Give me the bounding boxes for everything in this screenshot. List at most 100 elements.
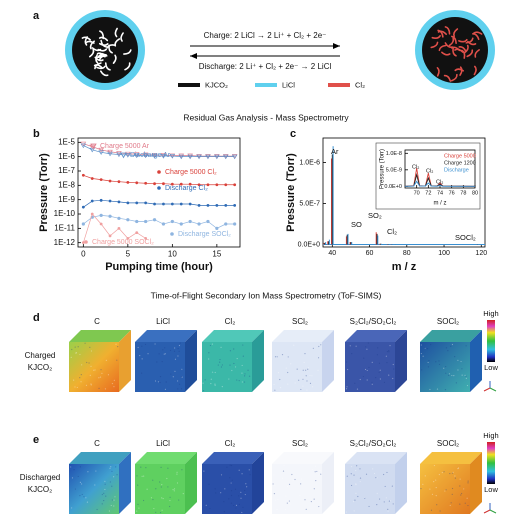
plot-frame — [77, 137, 241, 248]
cube-speckle — [310, 500, 312, 503]
data-point — [117, 226, 121, 230]
chart: 0.0E+0 5.0E-9 1.0E-8 70 72 74 76 78 80 m / z Press… — [380, 149, 478, 207]
cube-speckle — [387, 508, 389, 510]
cube-speckle — [293, 344, 295, 346]
cube-speckle — [173, 490, 175, 492]
data-point — [144, 236, 148, 240]
squiggle — [98, 36, 109, 42]
cube-speckle — [312, 386, 314, 388]
cube-speckle — [285, 367, 287, 369]
data-point — [170, 219, 174, 224]
cube-speckle — [345, 361, 348, 363]
cube-speckle — [223, 501, 225, 503]
cube-top — [272, 330, 334, 342]
cube-speckle — [172, 376, 174, 378]
series-line — [83, 215, 235, 229]
cube-speckle — [392, 377, 394, 380]
cube-speckle — [459, 485, 461, 487]
data-point — [81, 241, 85, 245]
cube-speckle — [304, 353, 306, 355]
cube-speckle — [86, 361, 88, 364]
x-tick-label: 40 — [328, 250, 336, 257]
cube-speckle — [178, 350, 180, 352]
cube-front — [135, 464, 185, 514]
axis-glyph — [483, 387, 491, 392]
cube-speckle — [420, 352, 422, 355]
cube-speckle — [164, 347, 166, 349]
cube-speckle — [220, 492, 222, 494]
cube-speckle — [172, 489, 174, 491]
cube-speckle — [359, 378, 361, 381]
cube-speckle — [236, 357, 238, 360]
cube-speckle — [71, 507, 73, 509]
cube-speckle — [422, 483, 424, 485]
cube-speckle — [235, 504, 238, 506]
data-point — [223, 154, 229, 159]
cube-speckle — [276, 508, 278, 511]
cube-speckle — [228, 378, 230, 380]
cube-speckle — [457, 468, 459, 470]
cube-speckle — [235, 507, 237, 509]
panel-label: e — [33, 434, 39, 446]
cube-speckle — [233, 348, 235, 350]
legend-swatch — [255, 83, 277, 87]
data-point — [126, 218, 130, 222]
cube-speckle — [288, 483, 291, 486]
squiggle — [91, 47, 102, 52]
cube-speckle — [287, 356, 289, 358]
cube-speckle — [141, 358, 143, 360]
cube-speckle — [459, 503, 461, 505]
cube-speckle — [161, 509, 163, 511]
cube-speckle — [160, 466, 162, 468]
column-header: Cl₂ — [225, 317, 236, 326]
cube-speckle — [365, 346, 367, 348]
cube-speckle — [85, 497, 87, 499]
cube-speckle — [115, 466, 117, 468]
cube-speckle — [454, 475, 456, 477]
cube-speckle — [177, 355, 179, 357]
cube-speckle — [365, 473, 368, 475]
cube-speckle — [73, 469, 75, 471]
data-point — [179, 222, 183, 226]
squiggle — [93, 64, 104, 69]
legend-marker — [170, 232, 174, 236]
cube-speckle — [74, 488, 77, 490]
cube-speckle — [314, 465, 317, 467]
y-tick-label: 5.0E-7 — [299, 200, 320, 207]
cube-speckle — [420, 344, 422, 346]
cube-speckle — [368, 505, 370, 508]
cube-speckle — [94, 484, 96, 486]
cube-speckle — [438, 360, 440, 362]
data-point — [188, 219, 192, 224]
cube-speckle — [95, 470, 97, 472]
y-tick-label: 1E-10 — [54, 209, 76, 218]
cube-speckle — [463, 488, 465, 490]
x-tick-label: 15 — [212, 249, 221, 258]
series-line — [404, 168, 476, 187]
cube-speckle — [461, 492, 463, 495]
cube-speckle — [176, 471, 178, 473]
data-point — [98, 150, 104, 155]
data-point — [125, 151, 131, 157]
cube-speckle — [305, 369, 307, 371]
cube-speckle — [349, 345, 351, 347]
cube-speckle — [385, 497, 387, 499]
legend-label: Cl₂ — [355, 80, 365, 89]
squiggle — [112, 54, 117, 64]
cube-speckle — [79, 495, 81, 497]
cube-speckle — [74, 386, 76, 388]
squiggle — [438, 44, 447, 52]
cube-speckle — [290, 363, 292, 365]
cube-speckle — [422, 355, 424, 357]
data-point — [215, 226, 219, 230]
cube-speckle — [454, 477, 457, 479]
cube-speckle — [430, 509, 433, 511]
chart: 1E-5 1E-6 1E-7 1E-8 1E-9 1E-10 1E-11 1E-12 0 5 10 1… — [38, 137, 241, 273]
cube-speckle — [229, 364, 231, 366]
cube-speckle — [230, 502, 233, 504]
squiggle — [89, 40, 95, 50]
cube-speckle — [435, 361, 437, 363]
cube-speckle — [305, 508, 307, 510]
cube-speckle — [178, 344, 181, 347]
